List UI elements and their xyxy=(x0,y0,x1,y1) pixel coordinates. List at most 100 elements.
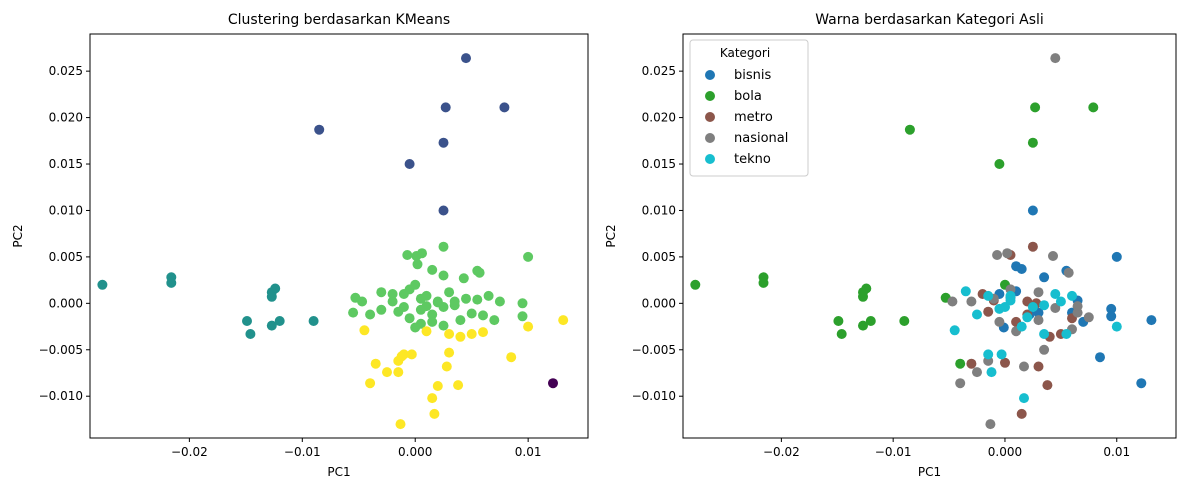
data-point xyxy=(266,320,277,331)
data-point xyxy=(499,102,510,113)
data-point xyxy=(1033,361,1044,372)
data-point xyxy=(836,329,847,339)
data-point xyxy=(523,251,534,262)
data-point xyxy=(1019,361,1029,372)
data-point xyxy=(996,349,1007,360)
y-tick-label: 0.000 xyxy=(642,296,676,310)
data-point xyxy=(242,316,252,326)
data-point xyxy=(410,279,421,290)
data-point xyxy=(1106,311,1117,322)
data-point xyxy=(387,289,398,299)
data-point xyxy=(1016,408,1027,419)
data-point xyxy=(1039,344,1050,355)
data-point xyxy=(1016,264,1027,274)
chart-title: Warna berdasarkan Kategori Asli xyxy=(815,12,1044,28)
data-point xyxy=(992,250,1003,260)
data-point xyxy=(395,419,406,430)
legend-marker xyxy=(705,112,715,122)
data-points xyxy=(97,53,569,430)
data-point xyxy=(858,320,868,331)
data-point xyxy=(421,290,432,301)
data-point xyxy=(412,259,423,270)
data-point xyxy=(548,378,558,389)
data-point xyxy=(427,309,438,320)
data-point xyxy=(1027,241,1038,252)
data-point xyxy=(308,316,319,326)
data-point xyxy=(1111,251,1122,262)
data-point xyxy=(438,320,449,331)
data-point xyxy=(472,294,483,305)
data-point xyxy=(438,270,449,281)
y-axis-label: PC2 xyxy=(11,224,25,247)
data-point xyxy=(387,296,398,307)
data-point xyxy=(314,124,325,135)
legend-box xyxy=(689,39,809,177)
data-point xyxy=(455,315,466,326)
data-point xyxy=(1055,296,1066,307)
data-point xyxy=(444,287,455,298)
data-points xyxy=(690,53,1157,430)
data-point xyxy=(393,367,404,378)
legend-label: tekno xyxy=(734,152,771,167)
data-point xyxy=(994,159,1005,169)
data-point xyxy=(404,159,415,169)
x-tick-label: −0.01 xyxy=(284,445,321,459)
data-point xyxy=(440,102,451,113)
data-point xyxy=(1016,321,1027,332)
data-point xyxy=(382,367,392,378)
data-point xyxy=(478,327,488,338)
data-point xyxy=(421,301,432,312)
x-tick-label: 0.01 xyxy=(1103,445,1130,459)
data-point xyxy=(406,349,417,360)
data-point xyxy=(453,380,464,391)
data-point xyxy=(899,316,910,326)
data-point xyxy=(438,241,449,252)
data-point xyxy=(444,329,455,339)
legend-label: bisnis xyxy=(734,68,771,83)
data-point xyxy=(1061,329,1072,339)
legend-label: metro xyxy=(734,110,773,125)
data-point xyxy=(523,321,534,332)
data-point xyxy=(1136,378,1147,389)
data-point xyxy=(483,290,494,301)
x-tick-label: 0.000 xyxy=(398,445,432,459)
legend: Kategori bisnis bola metro nasional tekno xyxy=(689,39,809,177)
data-point xyxy=(444,347,455,358)
data-point xyxy=(466,329,477,339)
y-tick-label: −0.005 xyxy=(39,343,83,357)
data-point xyxy=(166,277,177,288)
data-point xyxy=(474,267,485,278)
data-point xyxy=(461,293,471,304)
data-point xyxy=(949,325,960,336)
data-point xyxy=(427,264,438,275)
data-point xyxy=(266,291,277,302)
y-tick-label: 0.010 xyxy=(49,203,83,217)
data-point xyxy=(1005,295,1016,306)
legend-marker xyxy=(705,133,715,143)
data-point xyxy=(983,306,994,317)
data-point xyxy=(960,286,971,297)
data-point xyxy=(558,315,569,326)
kmeans-scatter-plot: Clustering berdasarkan KMeans−0.02 −0.01 0… xyxy=(11,12,589,479)
data-point xyxy=(1030,102,1041,113)
data-point xyxy=(359,325,370,336)
category-scatter-plot: Warna berdasarkan Kategori Asli −0.02 −0.0… xyxy=(604,12,1177,479)
data-point xyxy=(865,316,876,326)
data-point xyxy=(478,310,488,321)
data-point xyxy=(972,309,982,320)
legend-marker xyxy=(705,70,715,80)
data-point xyxy=(438,205,449,216)
data-point xyxy=(432,381,443,391)
y-axis-label: PC2 xyxy=(604,224,618,247)
chart-title: Clustering berdasarkan KMeans xyxy=(228,12,450,28)
data-point xyxy=(966,358,977,369)
y-tick-label: 0.005 xyxy=(642,250,676,264)
y-tick-label: 0.015 xyxy=(49,157,83,171)
data-point xyxy=(357,296,368,307)
y-tick-label: 0.010 xyxy=(642,203,676,217)
data-point xyxy=(1039,272,1050,283)
data-point xyxy=(955,378,966,389)
data-point xyxy=(1146,315,1157,326)
data-point xyxy=(455,331,466,342)
data-point xyxy=(1072,301,1083,312)
